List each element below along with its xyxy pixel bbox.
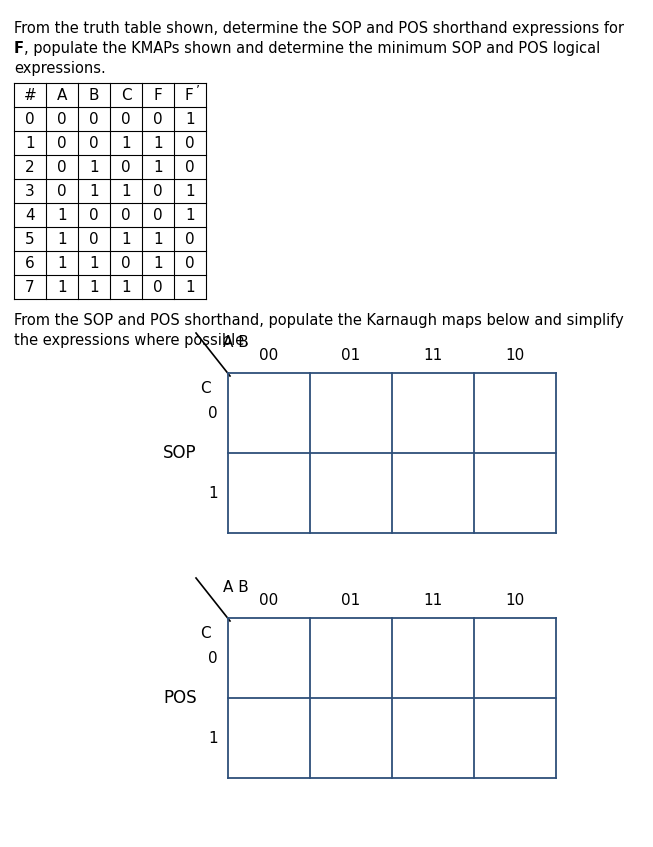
- Text: 1: 1: [121, 280, 131, 295]
- Text: 0: 0: [25, 112, 35, 126]
- Text: 1: 1: [153, 256, 163, 270]
- Text: 0: 0: [153, 112, 163, 126]
- Text: 0: 0: [185, 159, 195, 174]
- Text: 1: 1: [185, 112, 195, 126]
- Text: 00: 00: [259, 593, 279, 607]
- Text: 0: 0: [57, 136, 67, 151]
- Text: 1: 1: [185, 184, 195, 198]
- Text: 0: 0: [208, 650, 218, 666]
- Text: 4: 4: [25, 208, 35, 223]
- Text: 2: 2: [25, 159, 35, 174]
- Text: 1: 1: [153, 136, 163, 151]
- Text: 0: 0: [89, 136, 99, 151]
- Text: 1: 1: [57, 256, 67, 270]
- Text: 1: 1: [57, 208, 67, 223]
- Text: 0: 0: [89, 112, 99, 126]
- Text: 0: 0: [153, 184, 163, 198]
- Text: 1: 1: [89, 280, 99, 295]
- Text: 1: 1: [25, 136, 35, 151]
- Text: 0: 0: [57, 112, 67, 126]
- Text: From the SOP and POS shorthand, populate the Karnaugh maps below and simplify: From the SOP and POS shorthand, populate…: [14, 313, 624, 328]
- Text: , populate the KMAPs shown and determine the minimum SOP and POS logical: , populate the KMAPs shown and determine…: [24, 41, 600, 56]
- Text: A B: A B: [223, 335, 249, 350]
- Text: A: A: [57, 87, 67, 102]
- Text: 1: 1: [89, 256, 99, 270]
- Text: 7: 7: [25, 280, 35, 295]
- Text: 00: 00: [259, 347, 279, 363]
- Text: 1: 1: [57, 231, 67, 246]
- Text: 0: 0: [208, 406, 218, 420]
- Text: 1: 1: [121, 231, 131, 246]
- Text: 0: 0: [153, 280, 163, 295]
- Text: 0: 0: [185, 231, 195, 246]
- Text: ’: ’: [196, 84, 200, 97]
- Text: F: F: [185, 87, 193, 102]
- Text: 1: 1: [208, 730, 218, 745]
- Text: 1: 1: [121, 136, 131, 151]
- Text: C: C: [200, 626, 211, 641]
- Text: F: F: [153, 87, 163, 102]
- Text: 0: 0: [185, 256, 195, 270]
- Text: POS: POS: [163, 689, 197, 707]
- Text: 0: 0: [57, 159, 67, 174]
- Text: #: #: [24, 87, 37, 102]
- Text: 1: 1: [208, 485, 218, 501]
- Text: 1: 1: [121, 184, 131, 198]
- Text: 11: 11: [423, 347, 443, 363]
- Text: 1: 1: [89, 159, 99, 174]
- Text: 1: 1: [57, 280, 67, 295]
- Text: 0: 0: [121, 256, 131, 270]
- Text: the expressions where possible.: the expressions where possible.: [14, 333, 249, 348]
- Text: 1: 1: [185, 280, 195, 295]
- Text: C: C: [200, 381, 211, 396]
- Text: 1: 1: [153, 231, 163, 246]
- Text: 0: 0: [121, 208, 131, 223]
- Text: expressions.: expressions.: [14, 61, 106, 76]
- Text: 1: 1: [153, 159, 163, 174]
- Text: 0: 0: [89, 208, 99, 223]
- Text: 0: 0: [121, 112, 131, 126]
- Text: F: F: [14, 41, 24, 56]
- Text: 3: 3: [25, 184, 35, 198]
- Text: 0: 0: [153, 208, 163, 223]
- Text: 0: 0: [185, 136, 195, 151]
- Text: 10: 10: [505, 347, 524, 363]
- Text: 01: 01: [342, 347, 360, 363]
- Text: 0: 0: [89, 231, 99, 246]
- Text: 5: 5: [25, 231, 35, 246]
- Text: 11: 11: [423, 593, 443, 607]
- Text: B: B: [89, 87, 99, 102]
- Text: 0: 0: [121, 159, 131, 174]
- Text: 10: 10: [505, 593, 524, 607]
- Text: 0: 0: [57, 184, 67, 198]
- Text: SOP: SOP: [163, 444, 197, 462]
- Text: 1: 1: [89, 184, 99, 198]
- Text: From the truth table shown, determine the SOP and POS shorthand expressions for: From the truth table shown, determine th…: [14, 21, 624, 36]
- Text: A B: A B: [223, 580, 249, 595]
- Text: 01: 01: [342, 593, 360, 607]
- Text: C: C: [121, 87, 131, 102]
- Text: 6: 6: [25, 256, 35, 270]
- Text: 1: 1: [185, 208, 195, 223]
